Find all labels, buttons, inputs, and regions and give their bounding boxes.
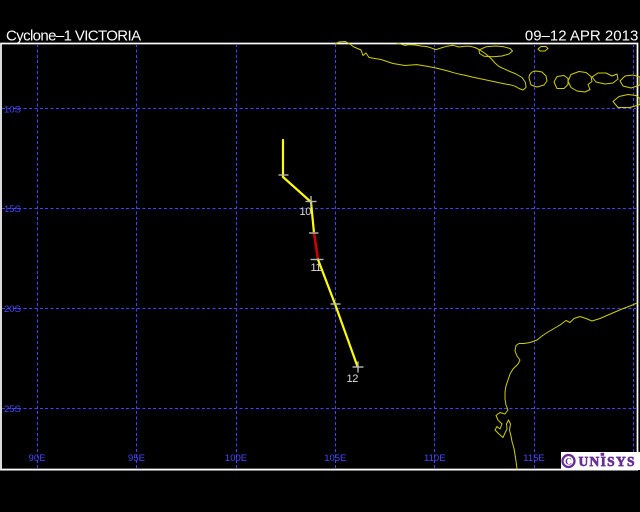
svg-text:11: 11 xyxy=(311,262,322,274)
svg-text:105E: 105E xyxy=(324,453,346,464)
svg-text:12: 12 xyxy=(347,373,359,385)
svg-text:15S: 15S xyxy=(4,204,21,215)
svg-text:Cyclone–1 VICTORIA: Cyclone–1 VICTORIA xyxy=(6,28,141,45)
svg-text:10S: 10S xyxy=(4,104,21,115)
svg-text:95E: 95E xyxy=(128,453,145,464)
svg-text:UNISYS: UNISYS xyxy=(579,454,636,469)
svg-text:09–12 APR 2013: 09–12 APR 2013 xyxy=(525,28,638,45)
svg-text:20S: 20S xyxy=(4,304,21,315)
svg-text:10: 10 xyxy=(300,206,312,218)
svg-text:100E: 100E xyxy=(225,453,247,464)
svg-text:C: C xyxy=(565,458,572,468)
svg-text:25S: 25S xyxy=(4,404,21,415)
svg-text:110E: 110E xyxy=(424,453,445,464)
svg-text:90E: 90E xyxy=(29,453,46,464)
svg-text:115E: 115E xyxy=(523,453,544,464)
